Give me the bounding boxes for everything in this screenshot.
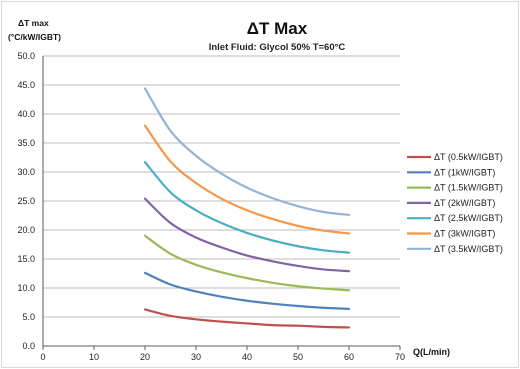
x-tick-label: 20 bbox=[140, 352, 150, 362]
legend-label: ΔT (1kW/IGBT) bbox=[434, 167, 495, 177]
y-axis-label-unit: (°C/kW/IGBT) bbox=[8, 32, 61, 42]
y-tick-label: 35.0 bbox=[17, 138, 35, 148]
legend-label: ΔT (0.5kW/IGBT) bbox=[434, 152, 503, 162]
x-tick-label: 30 bbox=[191, 352, 201, 362]
grid-lines bbox=[43, 55, 400, 318]
series-line-3 bbox=[143, 234, 351, 292]
legend-label: ΔT (2,5kW/IGBT) bbox=[434, 213, 503, 223]
legend-label: ΔT (2kW/IGBT) bbox=[434, 198, 495, 208]
series-line-4 bbox=[143, 197, 351, 273]
y-axis-label: ΔT max bbox=[18, 18, 49, 28]
y-tick-label: 10.0 bbox=[17, 283, 35, 293]
tick-labels: 0.0 5.0 10.0 15.0 20.0 25.0 30.0 35.0 40.0 45.0 50… bbox=[17, 51, 405, 362]
y-tick-label: 50.0 bbox=[17, 51, 35, 61]
x-tick-label: 40 bbox=[242, 352, 252, 362]
series-line-5 bbox=[143, 161, 351, 254]
x-tick-label: 70 bbox=[395, 352, 405, 362]
x-tick-label: 60 bbox=[344, 352, 354, 362]
series-line-1 bbox=[143, 308, 351, 329]
x-tick-label: 0 bbox=[40, 352, 45, 362]
series-line-6 bbox=[143, 124, 351, 235]
series-line-7 bbox=[143, 87, 351, 217]
chart-subtitle: Inlet Fluid: Glycol 50% T=60°C bbox=[209, 42, 346, 53]
y-tick-label: 25.0 bbox=[17, 196, 35, 206]
x-axis-label: Q(L/min) bbox=[413, 347, 450, 357]
series-lines bbox=[143, 87, 351, 329]
legend: ΔT (0.5kW/IGBT) ΔT (1kW/IGBT) ΔT (1.5kW/IG… bbox=[407, 152, 503, 254]
chart-title: ΔT Max bbox=[247, 19, 308, 38]
x-tick-label: 10 bbox=[89, 352, 99, 362]
y-tick-label: 15.0 bbox=[17, 254, 35, 264]
series-line-2 bbox=[143, 271, 351, 310]
y-tick-label: 45.0 bbox=[17, 80, 35, 90]
y-tick-label: 30.0 bbox=[17, 167, 35, 177]
axes bbox=[42, 56, 401, 350]
y-tick-label: 0.0 bbox=[22, 341, 35, 351]
y-tick-label: 20.0 bbox=[17, 225, 35, 235]
y-tick-label: 5.0 bbox=[22, 312, 35, 322]
legend-label: ΔT (1.5kW/IGBT) bbox=[434, 183, 503, 193]
x-tick-label: 50 bbox=[293, 352, 303, 362]
legend-label: ΔT (3kW/IGBT) bbox=[434, 229, 495, 239]
legend-label: ΔT (3.5kW/IGBT) bbox=[434, 244, 503, 254]
y-tick-label: 40.0 bbox=[17, 109, 35, 119]
